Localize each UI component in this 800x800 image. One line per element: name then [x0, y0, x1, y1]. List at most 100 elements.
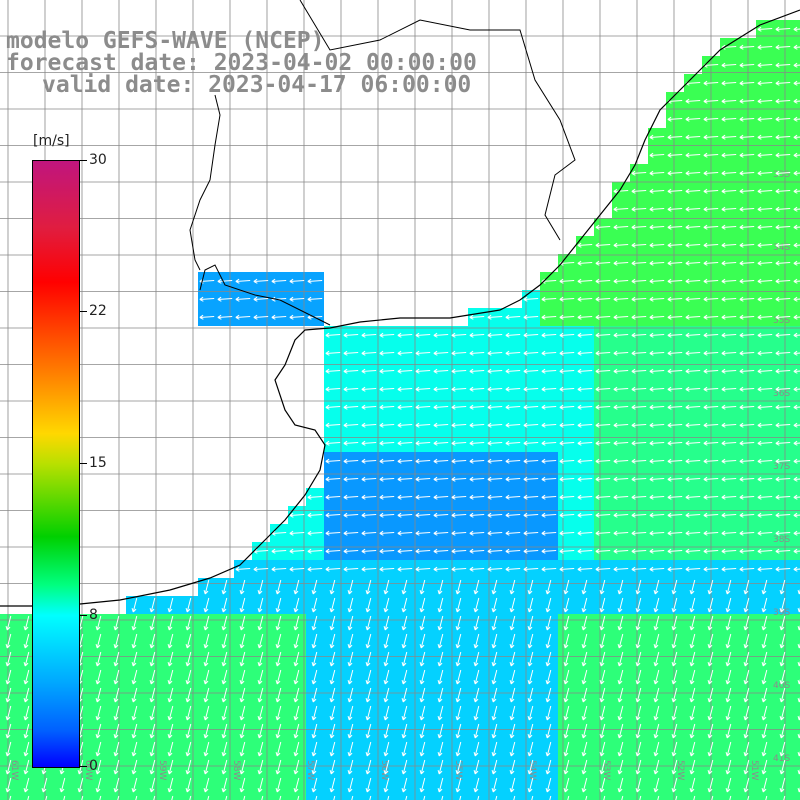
- wind-arrow: [707, 579, 714, 595]
- wind-arrow: [325, 566, 341, 572]
- wind-arrow: [743, 705, 750, 721]
- wind-arrow: [541, 404, 557, 410]
- wind-arrow: [473, 705, 480, 721]
- speed-cell: [396, 794, 414, 800]
- wind-arrow: [793, 296, 800, 302]
- wind-arrow: [257, 759, 264, 775]
- wind-arrow: [793, 440, 800, 446]
- wind-arrow: [419, 651, 426, 667]
- wind-arrow: [613, 422, 629, 428]
- speed-cell: [792, 596, 800, 614]
- wind-arrow: [257, 669, 264, 685]
- wind-arrow: [739, 278, 755, 284]
- wind-arrow: [721, 224, 737, 230]
- wind-arrow: [379, 350, 395, 356]
- wind-arrow: [433, 332, 449, 338]
- wind-arrow: [275, 723, 282, 739]
- wind-arrow: [653, 723, 660, 739]
- wind-arrow: [793, 332, 800, 338]
- wind-arrow: [649, 332, 665, 338]
- wind-arrow: [329, 687, 336, 703]
- wind-arrow: [113, 741, 120, 757]
- wind-arrow: [703, 188, 719, 194]
- speed-cell: [594, 794, 612, 800]
- wind-arrow: [325, 332, 341, 338]
- map-title-model: modelo GEFS-WAVE (NCEP): [6, 28, 325, 54]
- uruguay-brazil-boundary: [299, 0, 576, 241]
- wind-arrow: [739, 170, 755, 176]
- wind-arrow: [433, 422, 449, 428]
- wind-arrow: [469, 332, 485, 338]
- wind-arrow: [559, 404, 575, 410]
- wind-arrow: [343, 458, 359, 464]
- wind-arrow: [721, 260, 737, 266]
- wind-arrow: [289, 296, 305, 302]
- wind-arrow: [239, 651, 246, 667]
- wind-arrow: [577, 242, 593, 248]
- wind-arrow: [293, 723, 300, 739]
- wind-arrow: [487, 404, 503, 410]
- wind-arrow: [311, 705, 318, 721]
- wind-arrow: [275, 669, 282, 685]
- wind-arrow: [347, 723, 354, 739]
- wind-arrow: [743, 615, 750, 631]
- wind-arrow: [185, 723, 192, 739]
- wind-arrow: [757, 242, 773, 248]
- wind-arrow: [757, 224, 773, 230]
- wind-arrow: [743, 651, 750, 667]
- wind-arrow: [437, 579, 444, 595]
- wind-arrow: [361, 440, 377, 446]
- wind-arrow: [599, 651, 606, 667]
- wind-arrow: [595, 458, 611, 464]
- rio-de-la-plata-coast: [199, 264, 331, 326]
- wind-arrow: [397, 548, 413, 554]
- wind-arrow: [113, 723, 120, 739]
- wind-arrow: [613, 494, 629, 500]
- wind-arrow: [559, 440, 575, 446]
- wind-arrow: [761, 633, 768, 649]
- speed-cell: [684, 794, 702, 800]
- lon-label: 57W: [305, 760, 315, 780]
- wind-arrow: [739, 80, 755, 86]
- wind-arrow: [509, 615, 516, 631]
- wind-arrow: [293, 651, 300, 667]
- wind-arrow: [167, 759, 174, 775]
- wind-arrow: [541, 512, 557, 518]
- wind-arrow: [703, 296, 719, 302]
- wind-arrow: [23, 687, 30, 703]
- wind-arrow: [541, 368, 557, 374]
- wind-arrow: [275, 705, 282, 721]
- wind-arrow: [185, 687, 192, 703]
- wind-arrow: [721, 440, 737, 446]
- wind-arrow: [581, 651, 588, 667]
- wind-arrow: [415, 476, 431, 482]
- wind-arrow: [343, 332, 359, 338]
- wind-arrow: [455, 669, 462, 685]
- wind-arrow: [311, 723, 318, 739]
- wind-arrow: [243, 795, 246, 800]
- wind-arrow: [577, 440, 593, 446]
- wind-arrow: [703, 530, 719, 536]
- wind-arrow: [599, 597, 606, 613]
- wind-arrow: [293, 669, 300, 685]
- wind-arrow: [361, 512, 377, 518]
- wind-arrow: [415, 566, 431, 572]
- wind-arrow: [577, 278, 593, 284]
- wind-arrow: [671, 687, 678, 703]
- wind-arrow: [523, 458, 539, 464]
- wind-arrow: [23, 651, 30, 667]
- wind-arrow: [293, 705, 300, 721]
- wind-arrow: [289, 566, 305, 572]
- wind-arrow: [671, 723, 678, 739]
- wind-arrow: [757, 368, 773, 374]
- wind-arrow: [667, 458, 683, 464]
- wind-arrow: [581, 615, 588, 631]
- wind-arrow: [743, 777, 750, 793]
- wind-arrow: [325, 476, 341, 482]
- speed-cell: [342, 794, 360, 800]
- wind-arrow: [703, 512, 719, 518]
- wind-arrow: [293, 777, 300, 793]
- wind-arrow: [685, 224, 701, 230]
- wind-arrow: [329, 597, 336, 613]
- wind-arrow: [559, 476, 575, 482]
